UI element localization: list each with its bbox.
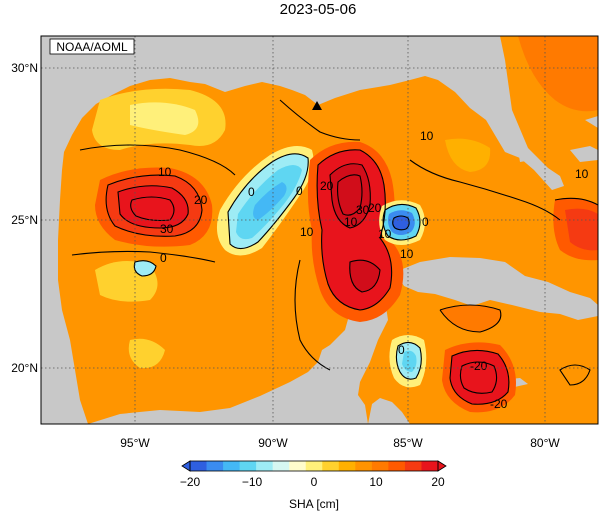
- contour-label: 10: [400, 247, 414, 261]
- colorbar-tick: 0: [311, 475, 318, 489]
- contour-label: 10: [575, 167, 589, 181]
- contour-label: 20: [320, 179, 334, 193]
- contour-label: -20: [490, 397, 508, 411]
- lon-label: 85°W: [393, 436, 423, 450]
- contour-label: -20: [470, 359, 488, 373]
- contour-label: 30: [356, 203, 370, 217]
- longitude-labels: 95°W 90°W 85°W 80°W: [120, 436, 560, 450]
- colorbar-cell: [272, 461, 290, 471]
- colorbar-tick: 10: [369, 475, 383, 489]
- contour-value-labels: 10 20 30 0 0 0 10 20 20 10 30 10 0 0 -20…: [158, 129, 589, 411]
- colorbar-cell: [289, 461, 307, 471]
- contour-lines: [71, 99, 598, 405]
- colorbar-cell: [305, 461, 323, 471]
- contour-label: 0: [160, 251, 167, 265]
- contour-label: 0: [422, 215, 429, 229]
- contour-label: 10: [420, 129, 434, 143]
- land-islands: [518, 116, 598, 162]
- colorbar-cell: [404, 461, 422, 471]
- colorbar-cell: [322, 461, 340, 471]
- triangle-icon: [312, 101, 322, 110]
- colorbar-cell: [239, 461, 257, 471]
- land-central-america: [368, 398, 410, 424]
- contour-label: 0: [296, 184, 303, 198]
- lat-label: 20°N: [11, 361, 38, 375]
- contour-label: 20: [368, 201, 382, 215]
- contour-label: 0: [398, 343, 405, 357]
- colorbar-cell: [388, 461, 406, 471]
- land-mexico: [88, 290, 388, 424]
- colorbar-cells: [190, 461, 439, 471]
- lat-label: 30°N: [11, 61, 38, 75]
- sha-color-field: [92, 36, 598, 413]
- map-plot-area: 10 20 30 0 0 0 10 20 20 10 30 10 0 0 -20…: [41, 36, 598, 424]
- lat-label: 25°N: [11, 213, 38, 227]
- contour-label: 30: [160, 222, 174, 236]
- colorbar-title: SHA [cm]: [289, 497, 339, 511]
- colorbar-outline: [189, 460, 439, 472]
- colorbar-cell: [338, 461, 356, 471]
- colorbar-cell: [421, 461, 439, 471]
- latitude-labels: 30°N 25°N 20°N: [11, 61, 38, 375]
- map-title: 2023-05-06: [280, 1, 357, 18]
- land-cuba: [395, 257, 598, 320]
- colorbar-cell: [190, 461, 208, 471]
- contour-label: 20: [194, 193, 208, 207]
- contour-label: 0: [248, 185, 255, 199]
- colorbar-max-arrow: [437, 460, 447, 472]
- land-masses: [41, 36, 598, 424]
- contour-label: 10: [344, 215, 358, 229]
- map-frame: [40, 35, 599, 425]
- land-north-america: [41, 36, 564, 424]
- contour-label: 10: [158, 165, 172, 179]
- colorbar-cell: [223, 461, 241, 471]
- colorbar: −20 −10 0 10 20 SHA [cm]: [180, 460, 447, 511]
- colorbar-cell: [256, 461, 274, 471]
- colorbar-tick: −20: [180, 475, 201, 489]
- colorbar-cell: [371, 461, 389, 471]
- contour-label: 10: [300, 225, 314, 239]
- colorbar-cell: [355, 461, 373, 471]
- credit-label: NOAA/AOML: [56, 40, 128, 54]
- lon-label: 95°W: [120, 436, 150, 450]
- graticule: [41, 36, 598, 424]
- credit-box: [49, 38, 135, 55]
- colorbar-tick: −10: [242, 475, 263, 489]
- colorbar-tick: 20: [431, 475, 445, 489]
- colorbar-min-arrow: [181, 460, 191, 472]
- lon-label: 90°W: [258, 436, 288, 450]
- colorbar-cell: [206, 461, 224, 471]
- lon-label: 80°W: [530, 436, 560, 450]
- contour-label: 10: [378, 227, 392, 241]
- colorbar-tick-labels: −20 −10 0 10 20: [180, 475, 445, 489]
